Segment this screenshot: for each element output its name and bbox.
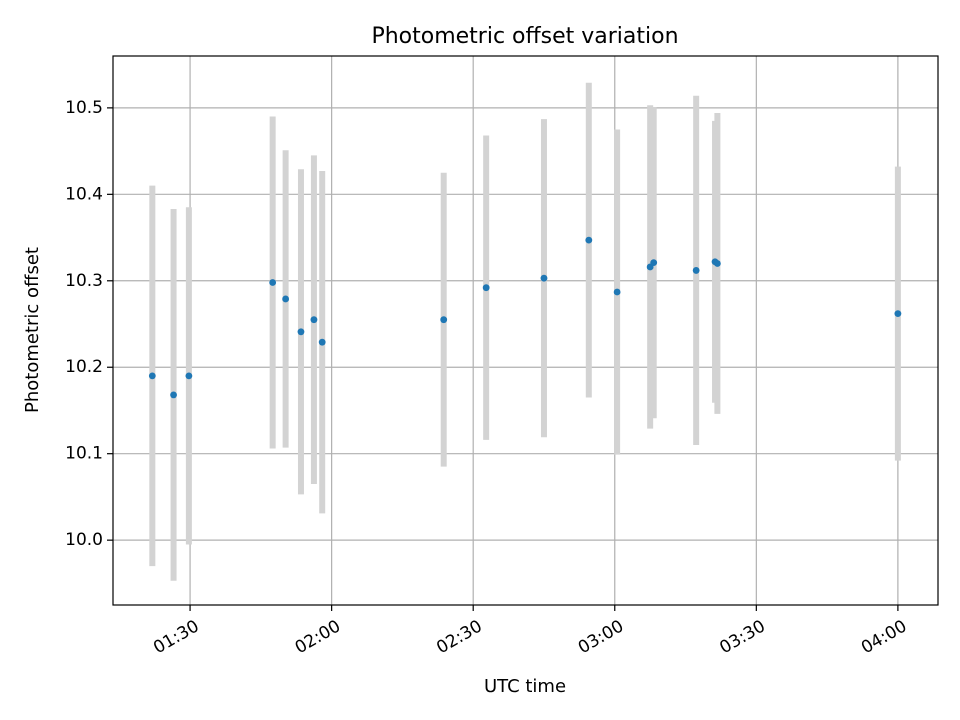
plot-frame xyxy=(112,55,939,606)
y-tick-label: 10.0 xyxy=(65,530,103,550)
y-axis-ticks: 10.0 10.1 10.2 10.3 10.4 10.5 xyxy=(65,98,113,550)
chart-title: Photometric offset variation xyxy=(371,24,678,49)
y-tick-label: 10.4 xyxy=(65,184,103,204)
data-points xyxy=(148,236,902,399)
x-axis-label: UTC time xyxy=(484,676,566,697)
data-point xyxy=(713,260,721,267)
data-point xyxy=(613,288,621,296)
data-point xyxy=(170,391,177,399)
data-point xyxy=(482,284,490,292)
errorbars xyxy=(149,82,901,581)
data-point xyxy=(440,316,448,324)
x-tick-label: 02:00 xyxy=(292,616,344,658)
data-point xyxy=(269,279,277,286)
data-point xyxy=(148,372,156,380)
data-point xyxy=(282,295,290,303)
y-tick-label: 10.5 xyxy=(65,98,103,118)
data-point xyxy=(585,236,593,244)
data-point xyxy=(310,316,318,324)
y-tick-label: 10.3 xyxy=(65,271,103,291)
data-point xyxy=(692,267,700,274)
grid xyxy=(113,56,938,605)
y-tick-label: 10.1 xyxy=(65,444,103,464)
data-point xyxy=(297,328,305,336)
x-tick-label: 03:00 xyxy=(575,616,627,658)
data-point xyxy=(185,372,193,380)
x-axis-ticks: 01:30 02:00 02:30 03:00 03:30 04:00 xyxy=(150,605,910,658)
y-axis-label: Photometric offset xyxy=(22,247,43,413)
data-point xyxy=(894,310,902,318)
x-tick-label: 01:30 xyxy=(150,616,202,658)
data-point xyxy=(540,274,548,282)
data-point xyxy=(650,259,658,267)
x-tick-label: 04:00 xyxy=(858,616,910,658)
y-tick-label: 10.2 xyxy=(65,357,103,377)
x-tick-label: 02:30 xyxy=(433,616,485,658)
x-tick-label: 03:30 xyxy=(716,616,768,658)
data-point xyxy=(318,338,326,346)
